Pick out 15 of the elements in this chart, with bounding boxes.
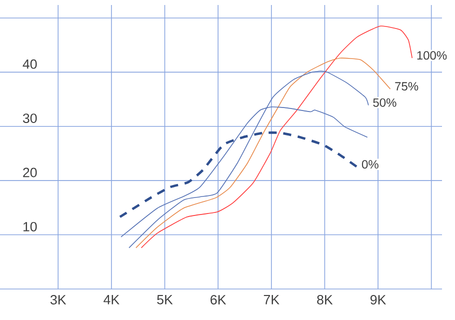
series-label: 50% <box>373 98 396 107</box>
series-label: 100% <box>417 51 447 60</box>
y-tick-label: 40 <box>22 59 37 69</box>
series-label: 75% <box>395 82 418 91</box>
series-label: 0% <box>362 160 378 169</box>
x-tick-label: 8K <box>317 295 333 304</box>
x-tick-label: 9K <box>370 295 386 304</box>
x-tick-label: 4K <box>104 295 120 304</box>
x-tick-label: 7K <box>264 295 280 304</box>
x-tick-label: 5K <box>157 295 173 304</box>
x-tick-label: 6K <box>210 295 226 304</box>
x-tick-label: 3K <box>50 295 66 304</box>
y-tick-label: 10 <box>23 222 37 232</box>
y-tick-label: 20 <box>23 168 37 178</box>
y-tick-label: 30 <box>22 114 37 124</box>
